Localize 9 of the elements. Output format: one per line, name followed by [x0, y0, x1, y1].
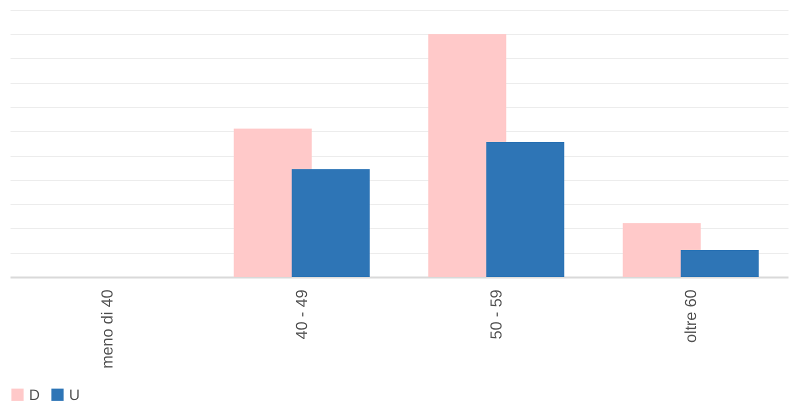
- bar: [680, 250, 759, 277]
- legend-label: D: [29, 386, 40, 404]
- x-tick-label: 40 - 49: [294, 289, 311, 340]
- legend-label: U: [69, 386, 80, 404]
- x-tick-label: oltre 60: [682, 289, 700, 343]
- bar: [292, 169, 370, 277]
- x-tick-label: meno di 40: [99, 289, 116, 369]
- bar: [486, 142, 564, 277]
- x-tick-label: 50 - 59: [488, 289, 506, 340]
